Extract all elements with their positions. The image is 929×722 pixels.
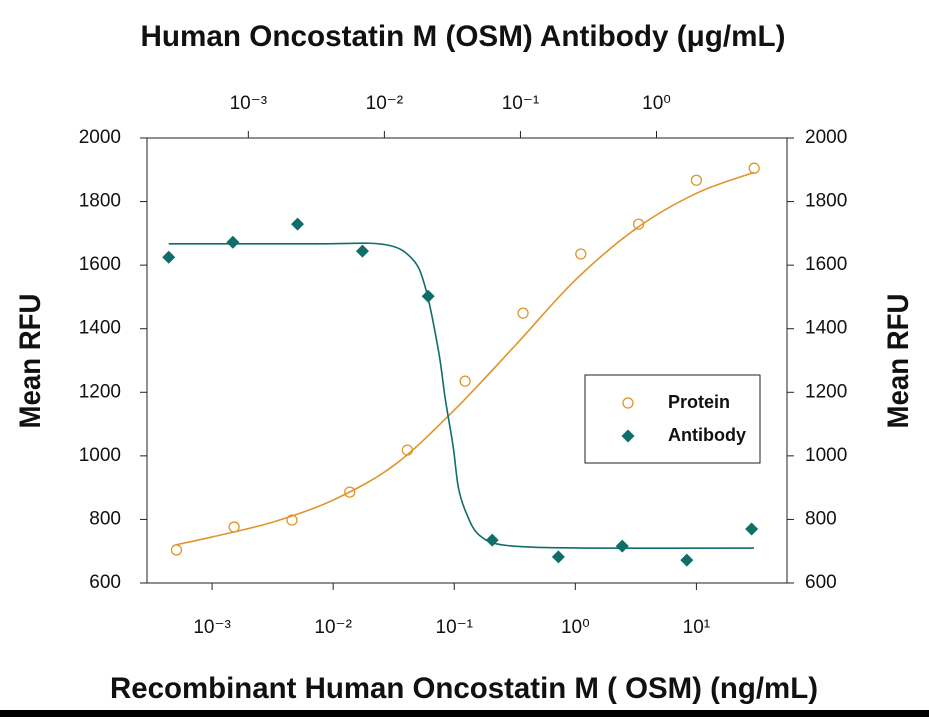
y-tick-label: 2000: [79, 127, 121, 148]
data-point: [401, 444, 414, 456]
y2-tick-label: 1400: [805, 318, 847, 339]
x2-tick-label: 10⁻¹: [502, 93, 540, 114]
data-point: [632, 218, 645, 230]
x-tick-label: 10¹: [683, 617, 710, 638]
x2-tick-label: 10⁻²: [366, 93, 404, 114]
x2-tick-label: 10⁻³: [230, 93, 268, 114]
y-tick-label: 800: [89, 508, 121, 529]
x-tick-label: 10⁻²: [314, 617, 352, 638]
data-point: [745, 522, 759, 536]
data-point: [170, 544, 183, 556]
y2-tick-label: 2000: [805, 127, 847, 148]
data-point: [286, 514, 298, 526]
y2-tick-label: 1800: [805, 191, 847, 212]
data-point: [551, 550, 565, 564]
x-axis-title: Recombinant Human Oncostatin M ( OSM) (n…: [110, 672, 818, 705]
x2-tick-label: 10⁰: [642, 93, 671, 114]
data-point: [459, 375, 471, 387]
data-point: [162, 250, 176, 264]
legend-box: [584, 374, 761, 464]
legend-label: Antibody: [668, 425, 746, 445]
data-point: [344, 486, 356, 498]
y2-tick-label: 1000: [805, 445, 847, 466]
data-point: [690, 174, 703, 186]
x-tick-label: 10⁰: [561, 617, 590, 638]
data-point: [517, 307, 529, 319]
data-point: [228, 521, 240, 533]
fit-line: [175, 171, 755, 546]
data-point: [291, 217, 305, 231]
y-axis-title: Mean RFU: [14, 294, 47, 429]
data-point: [485, 533, 499, 547]
y-tick-label: 1400: [79, 318, 121, 339]
y2-axis-title: Mean RFU: [882, 294, 915, 429]
data-point: [748, 162, 760, 174]
bottom-bar: [0, 710, 929, 717]
y2-tick-label: 1600: [805, 254, 847, 275]
y-tick-label: 1000: [79, 445, 121, 466]
data-point: [680, 553, 694, 567]
legend-label: Protein: [668, 392, 730, 412]
y2-tick-label: 800: [805, 508, 837, 529]
y-tick-label: 600: [89, 572, 121, 593]
legend-marker: [622, 397, 634, 409]
y2-tick-label: 1200: [805, 381, 847, 402]
data-point: [421, 289, 435, 303]
y-tick-label: 1600: [79, 254, 121, 275]
fit-line: [168, 242, 754, 550]
x-tick-label: 10⁻³: [193, 617, 231, 638]
legend-marker: [621, 429, 635, 443]
data-point: [575, 248, 587, 260]
x2-axis-title: Human Oncostatin M (OSM) Antibody (μg/mL…: [141, 20, 786, 53]
y2-tick-label: 600: [805, 572, 837, 593]
y-tick-label: 1200: [79, 381, 121, 402]
data-point: [226, 235, 240, 249]
x-tick-label: 10⁻¹: [436, 617, 474, 638]
data-point: [355, 244, 369, 258]
y-tick-label: 1800: [79, 191, 121, 212]
data-point: [615, 539, 629, 553]
